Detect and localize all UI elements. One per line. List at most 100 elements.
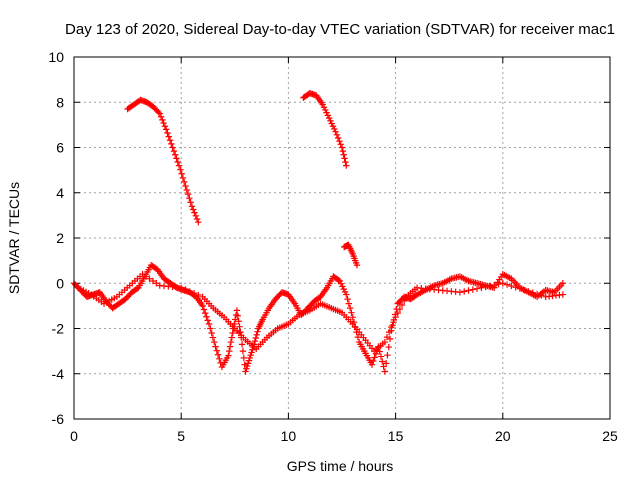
- data-point: [184, 190, 192, 198]
- data-point: [212, 343, 219, 350]
- data-point: [207, 325, 214, 332]
- data-point: [334, 134, 342, 142]
- data-point: [456, 289, 464, 296]
- data-point: [499, 280, 506, 287]
- data-point: [525, 288, 532, 295]
- data-point: [533, 290, 541, 298]
- data-series: [70, 90, 567, 375]
- data-point: [193, 215, 201, 223]
- data-point: [344, 295, 351, 303]
- data-point: [521, 286, 528, 294]
- data-point: [353, 261, 361, 269]
- series-arc-c-small: [340, 241, 361, 269]
- data-point: [388, 323, 395, 331]
- data-point: [170, 147, 178, 155]
- data-point: [226, 343, 234, 350]
- data-point: [149, 277, 157, 285]
- data-point: [398, 301, 406, 309]
- data-point: [183, 186, 190, 194]
- data-point: [157, 113, 165, 120]
- data-point: [370, 357, 377, 365]
- data-point: [379, 358, 386, 365]
- data-point: [156, 110, 163, 117]
- data-point: [203, 313, 210, 320]
- data-point: [486, 282, 494, 290]
- data-point: [234, 312, 242, 320]
- x-tick-label: 25: [602, 428, 618, 444]
- data-point: [383, 333, 391, 341]
- data-point: [382, 360, 390, 367]
- x-tick-label: 10: [281, 428, 297, 444]
- data-point: [384, 351, 391, 359]
- plot-frame: [73, 56, 611, 420]
- data-point: [178, 170, 185, 177]
- data-point: [254, 328, 261, 335]
- data-point: [512, 284, 519, 291]
- data-point: [340, 151, 347, 158]
- data-point: [338, 144, 346, 151]
- data-point: [209, 334, 217, 341]
- data-point: [538, 292, 545, 299]
- y-tick-label: -4: [52, 366, 65, 382]
- data-point: [236, 323, 243, 330]
- data-point: [226, 347, 233, 355]
- data-point: [478, 284, 485, 291]
- data-point: [165, 133, 172, 140]
- data-point: [199, 302, 206, 310]
- data-point: [216, 355, 223, 363]
- data-point: [175, 162, 183, 169]
- data-point: [377, 353, 385, 360]
- data-point: [354, 333, 362, 341]
- data-point: [381, 338, 389, 346]
- data-point: [195, 218, 202, 226]
- data-point: [202, 309, 209, 317]
- data-point: [200, 306, 208, 313]
- data-point: [482, 283, 489, 291]
- data-point: [348, 309, 355, 316]
- data-point: [343, 162, 350, 169]
- data-point: [341, 155, 348, 162]
- data-point: [191, 209, 198, 216]
- data-point: [343, 291, 350, 298]
- axis-ticks: 0 5 10 15 20 25 -6 -4 -2 0 2 4 6 8 10: [48, 49, 618, 444]
- data-point: [339, 147, 347, 155]
- data-point: [235, 318, 242, 325]
- data-point: [227, 338, 235, 346]
- data-point: [390, 318, 397, 326]
- data-point: [160, 119, 167, 127]
- data-point: [346, 304, 354, 312]
- data-point: [179, 174, 187, 182]
- data-point: [229, 329, 236, 337]
- data-point: [161, 123, 169, 130]
- data-point: [491, 281, 498, 289]
- data-point: [182, 182, 189, 190]
- data-point: [469, 286, 476, 293]
- data-point: [333, 131, 341, 139]
- data-point: [146, 275, 153, 282]
- series-cluster-mid: [75, 271, 567, 355]
- y-tick-label: 8: [56, 94, 64, 110]
- y-tick-label: 0: [56, 275, 64, 291]
- data-point: [188, 203, 196, 210]
- data-point: [182, 286, 189, 293]
- data-point: [168, 140, 175, 148]
- grid: [74, 57, 610, 419]
- data-point: [239, 347, 247, 355]
- data-point: [177, 166, 184, 173]
- data-point: [238, 341, 246, 348]
- data-point: [204, 317, 211, 324]
- data-point: [190, 290, 198, 297]
- data-point: [559, 280, 567, 287]
- data-point: [174, 158, 181, 166]
- series-cluster-low: [70, 261, 567, 375]
- data-point: [461, 288, 468, 295]
- data-point: [225, 352, 232, 359]
- data-point: [392, 313, 399, 321]
- x-axis-label: GPS time / hours: [287, 458, 394, 474]
- data-point: [335, 276, 342, 284]
- data-point: [181, 178, 188, 186]
- data-point: [559, 291, 567, 298]
- data-point: [508, 282, 515, 290]
- data-point: [394, 309, 401, 317]
- data-point: [153, 280, 160, 287]
